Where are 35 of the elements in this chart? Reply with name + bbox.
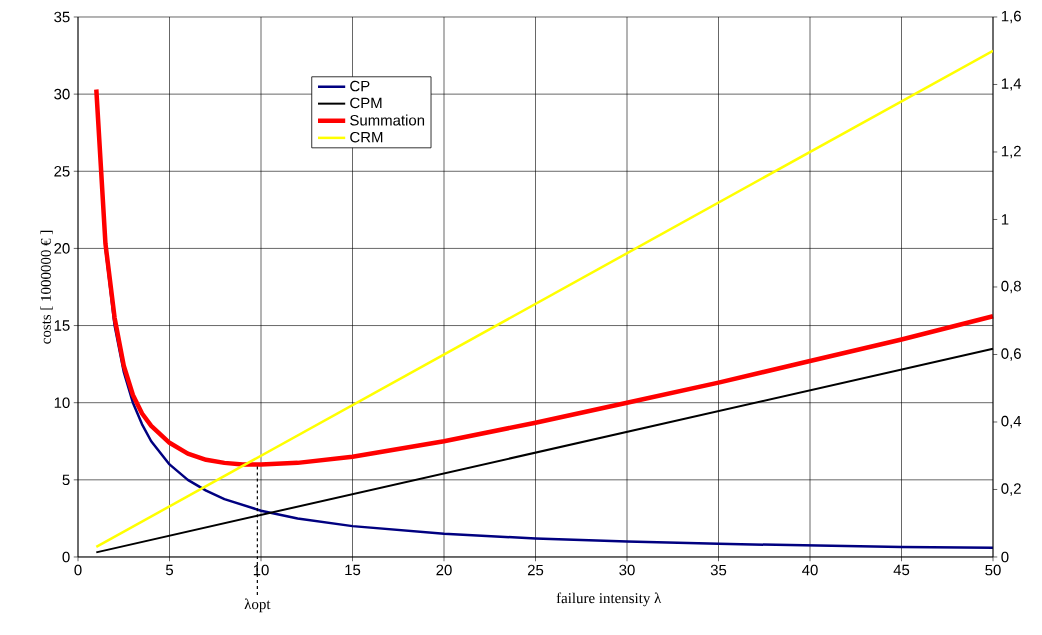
x-tick-label: 0 [74, 564, 82, 576]
y2-tick-label: 0,8 [1001, 280, 1021, 294]
legend-label: CPM [350, 97, 382, 109]
y-axis-title: costs [ 1000000 € ] [40, 230, 53, 344]
x-tick-label: 35 [710, 564, 727, 576]
y2-tick-label: 1,4 [1001, 78, 1022, 91]
y-tick-label: 15 [54, 320, 70, 331]
ref-line-label: λopt [244, 598, 271, 613]
y2-tick-label: 0,2 [1001, 483, 1021, 496]
x-axis-title: failure intensity λ [556, 592, 662, 607]
x-tick-label: 30 [619, 564, 635, 576]
y-tick-label: 25 [54, 165, 70, 177]
y2-tick-label: 0,6 [1001, 348, 1021, 361]
y-tick-label: 20 [54, 243, 70, 254]
y-tick-label: 35 [54, 11, 70, 23]
x-tick-label: 20 [436, 564, 452, 576]
y2-tick-label: 0 [1001, 551, 1009, 563]
y2-tick-label: 1,2 [1001, 145, 1021, 159]
y-tick-label: 10 [54, 397, 70, 408]
x-tick-label: 15 [345, 564, 361, 576]
legend-label: CRM [350, 131, 383, 143]
x-tick-label: 5 [165, 564, 174, 576]
y-tick-label: 0 [62, 551, 70, 563]
legend-label: CP [350, 80, 370, 92]
y2-tick-label: 1,6 [1001, 10, 1021, 24]
x-tick-label: 40 [802, 564, 818, 576]
y2-tick-label: 1 [1001, 214, 1009, 225]
x-tick-label: 25 [527, 564, 544, 576]
legend-label: Summation [350, 114, 425, 126]
y2-tick-label: 0,4 [1001, 415, 1022, 429]
x-tick-label: 50 [985, 564, 1001, 576]
x-tick-label: 45 [893, 564, 910, 576]
y-tick-label: 5 [62, 474, 70, 486]
y-tick-label: 30 [54, 88, 70, 100]
x-tick-label: 10 [253, 564, 269, 576]
